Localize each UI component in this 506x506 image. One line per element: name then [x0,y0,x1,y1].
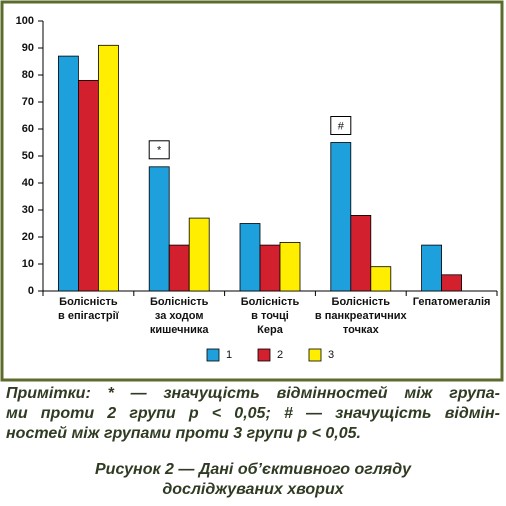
y-tick-label: 90 [22,42,34,54]
caption-line: Рисунок 2 — Дані об’єктивного огляду [95,461,411,478]
annotation-box [330,116,352,135]
x-tick-label: Болісність в панкреатичних точках [315,296,408,336]
annotation: # [338,120,345,132]
bar [168,244,190,292]
bar [188,217,210,292]
bar [279,241,301,292]
y-tick-label: 50 [22,150,34,162]
notes: Примітки: * — значущість відмінностей мі… [6,384,500,444]
bar [259,244,281,292]
annotation: * [157,145,162,157]
bar [148,166,170,292]
bar [421,244,443,292]
legend-label: 1 [226,349,232,361]
legend-swatch [308,348,322,362]
y-tick-label: 80 [22,69,34,81]
caption-line: досліджуваних хворих [162,481,344,498]
note-line: Примітки: * — значущість відмінностей мі… [6,385,500,402]
bar [239,223,261,292]
y-tick-label: 100 [16,15,34,27]
y-tick-label: 10 [22,258,34,270]
legend-swatch [206,348,220,362]
bar [370,266,392,292]
x-tick-label: Гепатомегалія [413,296,491,308]
legend-swatch [257,348,271,362]
annotation-box [148,140,170,160]
y-tick-label: 30 [22,204,34,216]
y-tick-label: 20 [22,231,34,243]
chart: 0 10 20 30 40 50 60 70 80 90 100 Болісність в епігас… [0,0,504,382]
x-tick-label: Болісність за ходом кишечника [150,296,210,336]
y-tick-label: 60 [22,123,34,135]
bar [350,214,372,292]
bar [58,55,79,292]
bar [78,80,99,292]
legend-label: 3 [328,349,334,361]
x-tick-label: Болісність в епігастрії [58,296,120,322]
note-line: ностей між групами проти 3 групи p < 0,0… [6,425,361,442]
bar [441,274,463,292]
caption: Рисунок 2 — Дані об’єктивного огляду дос… [0,460,506,500]
y-tick-label: 70 [22,96,34,108]
bar [330,142,352,292]
y-tick-label: 40 [22,177,34,189]
legend-label: 2 [277,349,283,361]
note-line: ми проти 2 групи p < 0,05; # — значущіст… [6,405,500,422]
x-tick-label: Болісність в точці Кера [241,296,300,336]
bar [98,44,119,292]
y-tick-label: 0 [28,285,34,297]
